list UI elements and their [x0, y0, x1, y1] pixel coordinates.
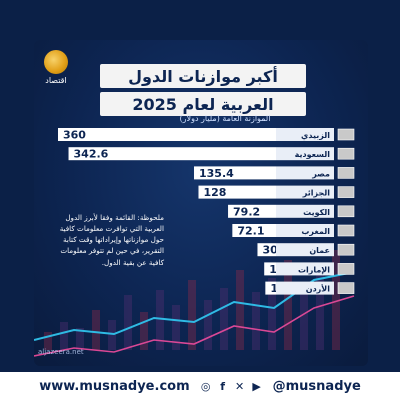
decor-bar — [76, 328, 84, 350]
flag-icon-3 — [337, 186, 355, 198]
bar-7 — [264, 262, 276, 276]
category-label-0: الزبيدي — [301, 131, 330, 140]
category-box-2 — [276, 166, 334, 180]
decor-bar — [44, 332, 52, 350]
title-line-2-text: العربية لعام 2025 — [132, 94, 274, 114]
decor-bar — [60, 322, 68, 350]
decor-bar — [204, 300, 212, 350]
category-label-5: المغرب — [301, 227, 330, 236]
category-box-7 — [276, 262, 334, 276]
social-handle[interactable]: @musnadye — [272, 378, 361, 394]
category-box-1 — [276, 147, 334, 161]
decor-bar — [236, 270, 244, 350]
flag-icon-5 — [337, 224, 355, 237]
title-line-1-text: أكبر موازنات الدول — [128, 66, 278, 86]
flag-icon-2 — [337, 167, 355, 179]
al-jazeera-logo-icon — [44, 50, 68, 74]
x-icon[interactable]: ✕ — [235, 379, 245, 393]
footer-bar: www.musnadye.com ◎ f ✕ ▶ @musnadye — [0, 372, 400, 400]
category-box-0 — [276, 128, 334, 141]
decor-bar — [172, 305, 180, 350]
logo-text: اقتصاد — [45, 76, 67, 85]
footnote: ملحوظة: القائمة وفقا لأبرز الدول العربية… — [59, 213, 164, 267]
value-label-2: 135.4 — [199, 167, 234, 180]
flag-icon-7 — [337, 263, 355, 275]
decor-bar — [316, 266, 324, 350]
bar-2 — [194, 166, 276, 180]
category-label-3: الجزائر — [302, 189, 330, 198]
category-box-4 — [276, 204, 334, 218]
bar-4 — [228, 204, 276, 218]
flag-icon-0 — [337, 128, 355, 141]
category-label-2: مصر — [311, 169, 330, 178]
bar-6 — [257, 243, 276, 257]
bar-8 — [265, 281, 276, 295]
youtube-icon[interactable]: ▶ — [252, 379, 261, 393]
decor-bar — [284, 260, 292, 350]
bar-1 — [68, 147, 276, 161]
category-label-1: السعودية — [295, 150, 331, 159]
facebook-icon[interactable]: f — [220, 379, 226, 393]
bar-0 — [58, 128, 276, 141]
value-label-0: 360 — [63, 129, 86, 142]
decor-bar — [268, 278, 276, 350]
decor-bar — [188, 280, 196, 350]
category-label-4: الكويت — [303, 208, 330, 217]
category-box-6 — [276, 243, 334, 257]
decor-bar — [252, 292, 260, 350]
decor-bar — [156, 290, 164, 350]
value-label-5: 72.1 — [237, 225, 264, 238]
social-icons: ◎ f ✕ ▶ — [200, 379, 263, 393]
value-label-4: 79.2 — [233, 205, 260, 218]
title-line-2: العربية لعام 2025 — [100, 92, 306, 116]
value-label-3: 128 — [203, 186, 226, 199]
category-label-7: الإمارات — [298, 265, 330, 274]
decor-bar — [108, 320, 116, 350]
bar-3 — [198, 185, 276, 199]
watermark: aljazeera.net — [38, 348, 84, 356]
site-link[interactable]: www.musnadye.com — [39, 378, 190, 394]
category-box-5 — [276, 224, 334, 237]
flag-icon-1 — [337, 147, 355, 160]
logo: اقتصاد — [40, 50, 72, 92]
flag-icon-8 — [337, 282, 355, 294]
chart-subtitle: الموازنة العامة (مليار دولار) — [179, 114, 271, 123]
category-box-3 — [276, 185, 334, 199]
decor-trend-line-2 — [34, 295, 355, 357]
decor-bar — [220, 288, 228, 350]
value-label-1: 342.6 — [74, 148, 109, 161]
category-label-6: عمان — [309, 246, 330, 255]
category-box-8 — [276, 281, 334, 295]
decor-chart-lines — [34, 250, 355, 357]
category-label-8: الأردن — [306, 284, 330, 294]
bar-5 — [232, 224, 276, 237]
decor-bar — [332, 250, 340, 350]
decor-bar — [300, 284, 308, 350]
decor-bar — [140, 312, 148, 350]
decor-bar — [124, 295, 132, 350]
flag-icon-4 — [337, 205, 355, 218]
title-line-1: أكبر موازنات الدول — [100, 64, 306, 88]
decor-bar — [92, 310, 100, 350]
instagram-icon[interactable]: ◎ — [200, 379, 211, 393]
flag-icon-6 — [337, 243, 355, 256]
